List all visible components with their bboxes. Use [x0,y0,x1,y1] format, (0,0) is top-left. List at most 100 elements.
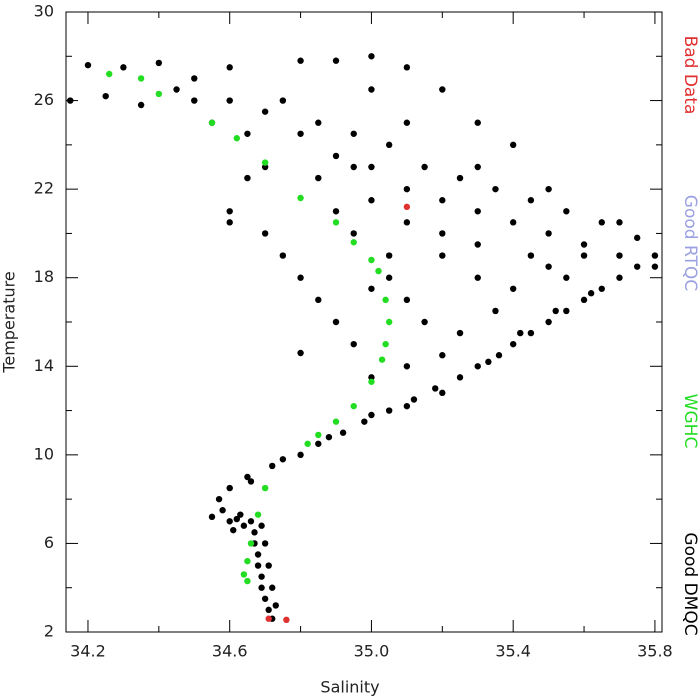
point [651,263,659,270]
point [509,141,517,149]
point [258,573,265,580]
point [368,163,375,171]
point [403,402,411,410]
point [456,374,464,381]
point [244,130,251,137]
point [297,194,304,202]
point [265,606,272,614]
point [517,329,524,337]
point [485,358,492,366]
point [474,363,481,370]
point [439,230,446,237]
point [247,478,255,485]
point [474,208,481,215]
point [332,57,340,64]
point [315,431,322,439]
point [527,329,535,337]
point [385,274,393,281]
point [283,616,290,624]
point [456,174,464,182]
point [155,59,163,67]
point [261,540,269,547]
point [403,219,411,226]
point [403,363,411,370]
point [552,307,559,315]
point [382,340,389,348]
point [350,130,357,137]
point [106,70,113,78]
y-tick-label: 26 [34,90,54,109]
point [102,92,109,100]
point [258,522,265,529]
point [403,203,411,211]
point [385,318,393,326]
point [492,307,499,315]
point [261,159,269,166]
legend-entry: Bad Data [680,36,700,115]
point [261,595,269,602]
point [226,518,233,525]
point [155,90,163,98]
point [191,75,198,82]
point [269,462,276,470]
point [261,484,269,492]
point [254,511,262,518]
point [226,208,233,215]
point [350,340,357,348]
point [240,571,248,578]
point [265,615,272,622]
point [439,252,446,259]
point [439,389,446,397]
point [304,440,311,447]
point [350,402,357,410]
point [474,274,481,281]
point [325,433,333,441]
point [233,135,240,142]
point [350,239,357,246]
point [244,174,251,182]
point [297,130,304,137]
point [598,285,605,292]
point [403,185,411,193]
x-tick-label: 34.6 [212,642,248,661]
point [297,57,304,64]
point [261,163,269,171]
point [633,234,641,242]
point [432,385,439,392]
point [297,349,304,357]
point [120,64,127,71]
x-tick-label: 34.2 [70,642,106,661]
point [368,285,375,292]
point [545,318,552,326]
point [215,495,223,503]
y-axis-label: Temperature [0,271,19,373]
x-axis-label: Salinity [320,678,379,697]
point [244,473,251,481]
point [385,407,393,414]
point [191,97,198,104]
point [226,64,233,71]
point [315,119,322,126]
point [272,602,279,609]
x-tick-label: 35.4 [495,642,531,661]
point [651,252,659,259]
point [382,296,389,304]
legend-entry: Good RTQC [680,195,700,291]
point [269,584,276,591]
point [633,263,641,270]
point [67,97,74,104]
y-tick-label: 30 [34,2,54,21]
point [297,274,304,281]
point [403,296,411,304]
y-tick-label: 22 [34,179,54,198]
point [563,307,570,315]
point [580,241,588,248]
x-tick-label: 35.0 [354,642,390,661]
point [244,557,251,565]
point [439,352,446,359]
y-tick-label: 2 [44,622,54,641]
point [315,174,322,182]
point [226,219,233,226]
legend-entry: WGHC [680,394,700,449]
